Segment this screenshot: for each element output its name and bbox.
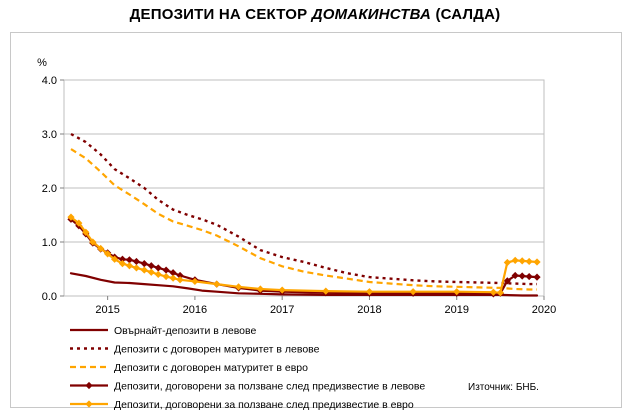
data-point-series-5 [67,213,75,221]
y-tick-label: 4.0 [42,75,57,87]
x-tick-label: 2017 [270,304,294,316]
data-point-series-5 [278,286,286,294]
x-tick-label: 2020 [532,304,556,316]
data-point-series-5 [518,257,526,265]
x-axis-ticks: 2015 2016 2017 2018 2019 2020 [95,296,556,316]
data-point-series-5 [511,256,519,264]
data-point-series-5 [191,277,199,286]
legend-label-3: Депозити с договорен матуритет в евро [114,362,308,374]
data-point-series-4 [533,273,541,281]
data-point-series-5 [89,238,97,246]
data-point-series-5 [169,274,177,282]
x-tick-label: 2016 [183,304,207,316]
data-point-series-5 [409,288,417,296]
data-point-series-5 [118,260,127,268]
data-point-series-5 [176,276,184,284]
data-point-series-4 [176,271,184,280]
legend-label-5: Депозити, договорени за ползване след пр… [114,399,414,411]
legend-marker-4 [85,381,93,390]
y-tick-label: 1.0 [42,237,57,249]
data-point-series-4 [147,262,155,270]
data-point-series-5 [525,257,533,266]
source-note: Източник: БНБ. [468,382,539,393]
legend-label-1: Овърнайт-депозити в левове [114,325,256,337]
data-point-series-5 [104,250,112,258]
data-point-series-5 [533,258,541,266]
data-point-series-5 [75,219,83,227]
data-point-series-5 [496,289,504,297]
x-tick-label: 2018 [357,304,381,316]
data-point-series-4 [154,264,162,272]
data-point-series-4 [518,272,526,280]
data-point-series-5 [453,288,461,296]
chart-frame [10,32,622,408]
data-point-series-4 [511,271,519,280]
legend-label-2: Депозити с договорен матуритет в левове [114,344,320,356]
data-point-series-5 [213,280,221,288]
data-point-series-4 [140,260,148,268]
data-point-series-5 [125,262,134,270]
chart-title-part2: ДОМАКИНСТВА [311,6,432,23]
data-point-series-5 [256,285,264,293]
data-point-series-5 [140,266,148,274]
data-point-series-5 [132,264,141,272]
legend: Овърнайт-депозити в левове Депозити с дог… [70,325,425,411]
data-point-series-5 [322,287,330,295]
data-point-series-4 [503,277,511,285]
legend-marker-5 [85,400,93,408]
x-tick-label: 2015 [95,304,119,316]
chart-title-part3: (САЛДА) [431,6,501,23]
data-point-series-5 [97,244,105,253]
data-point-series-4 [118,255,127,263]
y-axis-unit: % [37,57,47,69]
series-group [67,132,541,298]
series-line-2 [70,132,537,286]
chart-title: ДЕПОЗИТИ НА СЕКТОР ДОМАКИНСТВА (САЛДА) [0,6,630,23]
chart-title-part1: ДЕПОЗИТИ НА СЕКТОР [129,6,312,23]
data-point-series-5 [365,288,374,296]
data-point-series-4 [132,257,141,266]
series-line-3 [70,148,537,291]
data-point-series-4 [162,266,170,274]
y-axis-ticks: 0.0 1.0 2.0 3.0 4.0 [42,75,64,303]
data-point-series-5 [489,288,497,296]
data-point-series-5 [234,283,243,291]
y-tick-label: 0.0 [42,291,57,303]
y-tick-label: 3.0 [42,129,57,141]
data-point-series-5 [82,228,90,236]
data-point-series-5 [147,268,155,276]
data-point-series-5 [154,270,162,278]
data-point-series-4 [525,272,533,281]
series-line-1 [69,272,539,297]
data-point-series-4 [169,269,177,277]
data-point-series-5 [503,258,511,267]
data-point-series-4 [125,256,134,264]
data-point-series-5 [111,255,119,263]
y-tick-label: 2.0 [42,183,57,195]
legend-label-4: Депозити, договорени за ползване след пр… [114,381,425,393]
data-point-series-5 [162,272,170,281]
x-tick-label: 2019 [444,304,468,316]
